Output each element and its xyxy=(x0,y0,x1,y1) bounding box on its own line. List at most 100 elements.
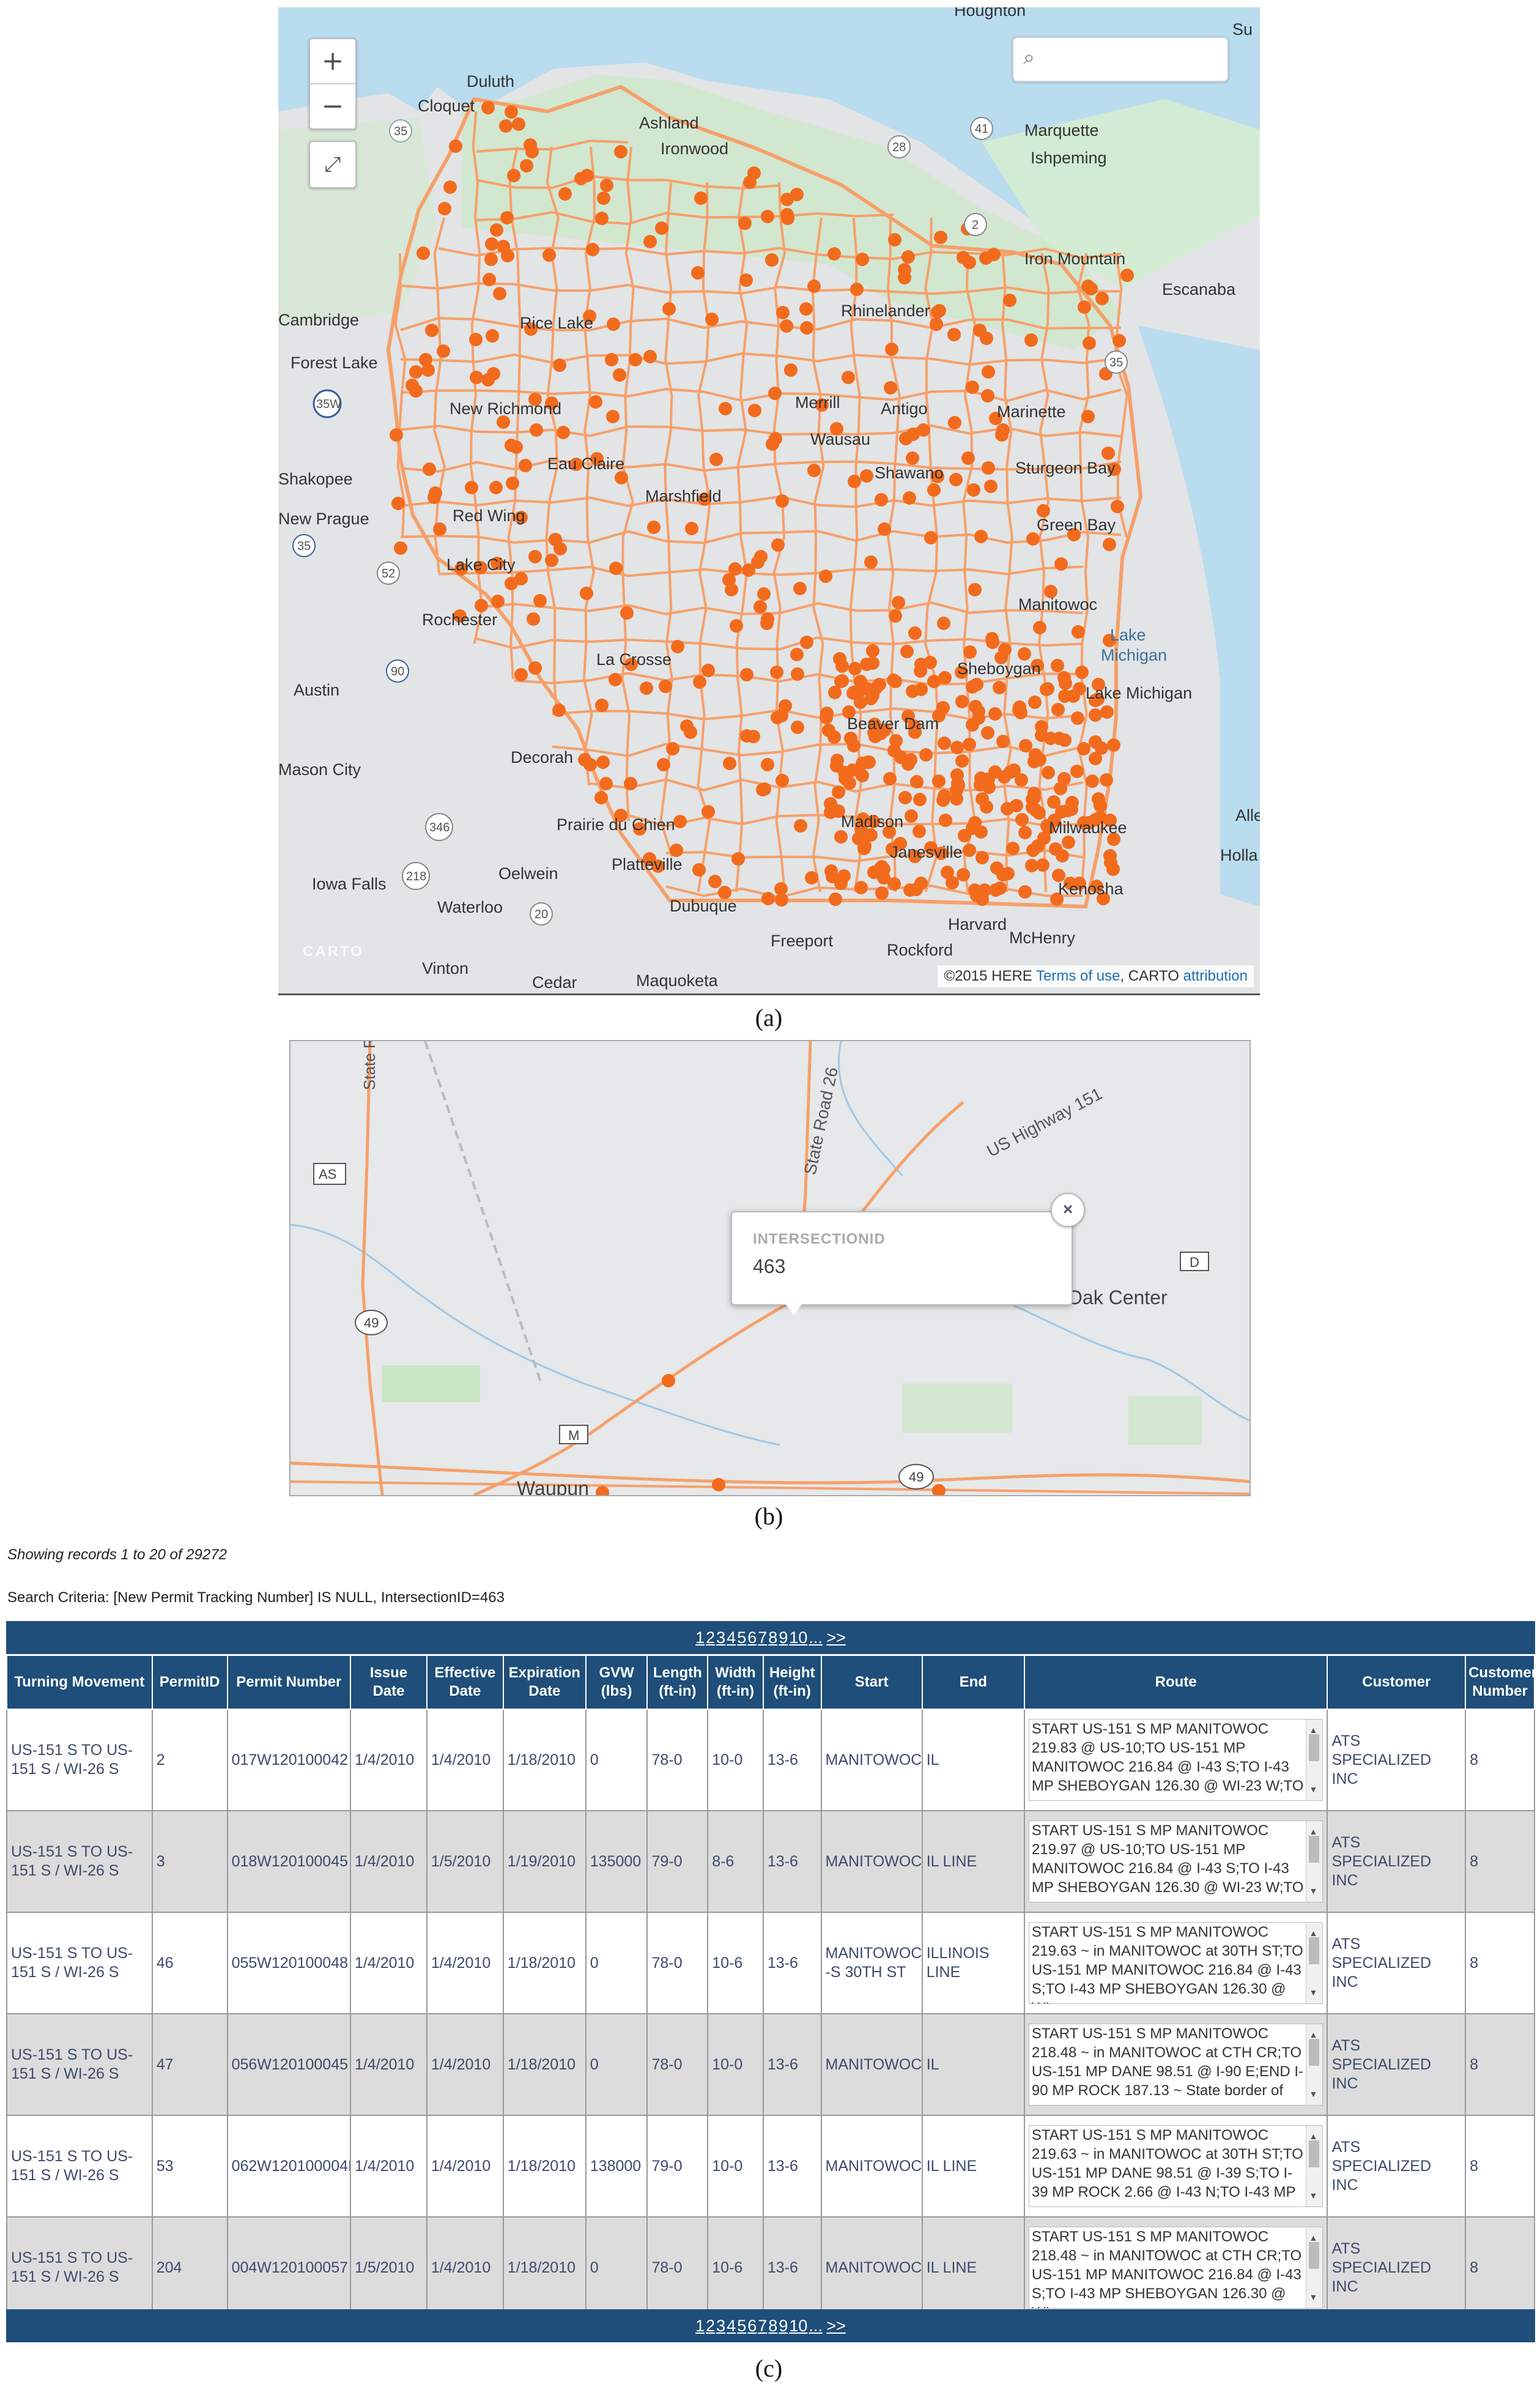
table-row[interactable]: US-151 S TO US-151 S / WI-26 S 2 017W12010… xyxy=(6,1709,1535,1811)
col-end[interactable]: End xyxy=(921,1655,1025,1710)
table-row[interactable]: US-151 S TO US-151 S / WI-26 S 204 004W120… xyxy=(6,2216,1535,2319)
scroll-down-icon[interactable]: ▼ xyxy=(1309,1886,1318,1896)
page-link-more[interactable]: ... xyxy=(809,2317,823,2335)
table-row[interactable]: US-151 S TO US-151 S / WI-26 S 47 056W1201… xyxy=(6,2013,1535,2116)
intersection-marker xyxy=(1018,647,1031,661)
page-link-9[interactable]: 9 xyxy=(779,2317,788,2335)
route-scrollbar[interactable]: ▲ ▼ xyxy=(1306,1821,1323,1902)
col-effective-date[interactable]: Effective Date xyxy=(426,1655,504,1710)
page-link-3[interactable]: 3 xyxy=(716,2317,726,2335)
intersection-marker xyxy=(856,812,870,826)
page-link-3[interactable]: 3 xyxy=(716,1628,726,1647)
page-link-2[interactable]: 2 xyxy=(706,1628,716,1647)
scroll-thumb[interactable] xyxy=(1309,1937,1320,1964)
page-link-9[interactable]: 9 xyxy=(779,1628,788,1647)
table-row[interactable]: US-151 S TO US-151 S / WI-26 S 3 018W12010… xyxy=(6,1810,1535,1913)
cell-end: IL LINE xyxy=(921,2115,1025,2217)
route-scrollbar[interactable]: ▲ ▼ xyxy=(1306,2126,1323,2206)
intersection-marker xyxy=(485,237,498,251)
map-label-wausau: Wausau xyxy=(810,430,870,448)
scroll-up-icon[interactable]: ▲ xyxy=(1309,1827,1318,1836)
col-permit-number[interactable]: Permit Number xyxy=(226,1655,352,1710)
scroll-up-icon[interactable]: ▲ xyxy=(1309,1928,1318,1938)
table-row[interactable]: US-151 S TO US-151 S / WI-26 S 46 055W1201… xyxy=(6,1912,1535,2014)
page-link-next[interactable]: >> xyxy=(826,1628,846,1647)
scroll-thumb[interactable] xyxy=(1309,2242,1320,2269)
route-scrollbar[interactable]: ▲ ▼ xyxy=(1306,2024,1323,2105)
col-width[interactable]: Width (ft-in) xyxy=(707,1655,764,1710)
map-search-input[interactable] xyxy=(1056,46,1218,72)
page-link-5[interactable]: 5 xyxy=(737,2317,747,2335)
zoom-out-button[interactable]: − xyxy=(310,83,355,128)
close-icon[interactable]: × xyxy=(1051,1193,1085,1227)
col-customer-number[interactable]: Customer Number xyxy=(1465,1655,1537,1710)
page-link-8[interactable]: 8 xyxy=(768,1628,778,1647)
col-turning-movement[interactable]: Turning Movement xyxy=(6,1655,153,1710)
map-label-iron-mountain: Iron Mountain xyxy=(1024,250,1125,268)
attribution-link[interactable]: attribution xyxy=(1183,968,1248,984)
intersection-marker xyxy=(898,263,911,276)
page-link-10[interactable]: 10 xyxy=(789,1628,808,1647)
route-textarea[interactable]: START US-151 S MP MANITOWOC 218.48 ~ in … xyxy=(1028,2024,1323,2106)
page-link-8[interactable]: 8 xyxy=(768,2317,778,2335)
col-issue-date[interactable]: Issue Date xyxy=(350,1655,428,1710)
col-start[interactable]: Start xyxy=(820,1655,923,1710)
route-textarea[interactable]: START US-151 S MP MANITOWOC 218.48 ~ in … xyxy=(1028,2227,1323,2309)
route-scrollbar[interactable]: ▲ ▼ xyxy=(1306,2227,1323,2308)
page-link-5[interactable]: 5 xyxy=(737,1628,747,1647)
route-textarea[interactable]: START US-151 S MP MANITOWOC 219.63 ~ in … xyxy=(1028,2125,1323,2207)
route-scrollbar[interactable]: ▲ ▼ xyxy=(1306,1923,1323,2003)
page-link-2[interactable]: 2 xyxy=(706,2317,716,2335)
col-permit-id[interactable]: PermitID xyxy=(151,1655,228,1710)
map-search-box[interactable]: ⌕ xyxy=(1012,37,1229,82)
route-textarea[interactable]: START US-151 S MP MANITOWOC 219.83 @ US-… xyxy=(1028,1719,1323,1801)
intersection-marker xyxy=(484,253,498,266)
page-link-1[interactable]: 1 xyxy=(695,2317,705,2335)
intersection-marker xyxy=(967,483,980,497)
route-textarea[interactable]: START US-151 S MP MANITOWOC 219.63 ~ in … xyxy=(1028,1922,1323,2004)
col-height[interactable]: Height (ft-in) xyxy=(762,1655,822,1710)
page-link-4[interactable]: 4 xyxy=(727,1628,736,1647)
page-link-6[interactable]: 6 xyxy=(747,2317,757,2335)
cell-height: 13-6 xyxy=(762,1709,822,1811)
scroll-down-icon[interactable]: ▼ xyxy=(1309,2191,1318,2200)
scroll-up-icon[interactable]: ▲ xyxy=(1309,2233,1318,2243)
table-row[interactable]: US-151 S TO US-151 S / WI-26 S 53 062W1201… xyxy=(6,2115,1535,2217)
col-expiration-date[interactable]: Expiration Date xyxy=(502,1655,587,1710)
route-textarea[interactable]: START US-151 S MP MANITOWOC 219.97 @ US-… xyxy=(1028,1820,1323,1902)
page-link-7[interactable]: 7 xyxy=(758,2317,768,2335)
scroll-thumb[interactable] xyxy=(1309,1734,1320,1761)
intersection-marker xyxy=(770,666,783,679)
scroll-down-icon[interactable]: ▼ xyxy=(1309,1987,1318,1997)
scroll-up-icon[interactable]: ▲ xyxy=(1309,1725,1318,1735)
route-scrollbar[interactable]: ▲ ▼ xyxy=(1306,1720,1323,1800)
scroll-up-icon[interactable]: ▲ xyxy=(1309,2131,1318,2141)
scroll-up-icon[interactable]: ▲ xyxy=(1309,2030,1318,2039)
page-link-10[interactable]: 10 xyxy=(789,2317,808,2335)
page-link-4[interactable]: 4 xyxy=(727,2317,736,2335)
col-gvw[interactable]: GVW (lbs) xyxy=(585,1655,648,1710)
col-length[interactable]: Length (ft-in) xyxy=(646,1655,709,1710)
col-route[interactable]: Route xyxy=(1023,1655,1328,1710)
col-customer[interactable]: Customer xyxy=(1327,1655,1467,1710)
page-link-7[interactable]: 7 xyxy=(758,1628,768,1647)
intersection-marker xyxy=(607,317,620,331)
scroll-thumb[interactable] xyxy=(1309,1836,1320,1863)
intersection-marker xyxy=(671,640,684,653)
fullscreen-button[interactable]: ⤢ xyxy=(309,141,357,188)
page-link-6[interactable]: 6 xyxy=(747,1628,757,1647)
scroll-down-icon[interactable]: ▼ xyxy=(1309,2089,1318,2099)
intersection-detail-map[interactable]: State Road 26 US Highway 151 State R Oak… xyxy=(289,1040,1251,1496)
terms-of-use-link[interactable]: Terms of use xyxy=(1036,968,1120,984)
state-permit-map[interactable]: Houghton Duluth Cloquet Ashland Ironwood… xyxy=(278,7,1260,995)
page-link-1[interactable]: 1 xyxy=(695,1628,705,1647)
scroll-down-icon[interactable]: ▼ xyxy=(1309,1784,1318,1794)
map-label-su: Su xyxy=(1232,20,1253,39)
intersection-marker xyxy=(514,572,528,585)
scroll-thumb[interactable] xyxy=(1309,2039,1320,2066)
scroll-thumb[interactable] xyxy=(1309,2140,1320,2167)
scroll-down-icon[interactable]: ▼ xyxy=(1309,2292,1318,2302)
zoom-in-button[interactable]: + xyxy=(321,45,344,76)
page-link-more[interactable]: ... xyxy=(809,1628,823,1647)
page-link-next[interactable]: >> xyxy=(826,2317,846,2335)
